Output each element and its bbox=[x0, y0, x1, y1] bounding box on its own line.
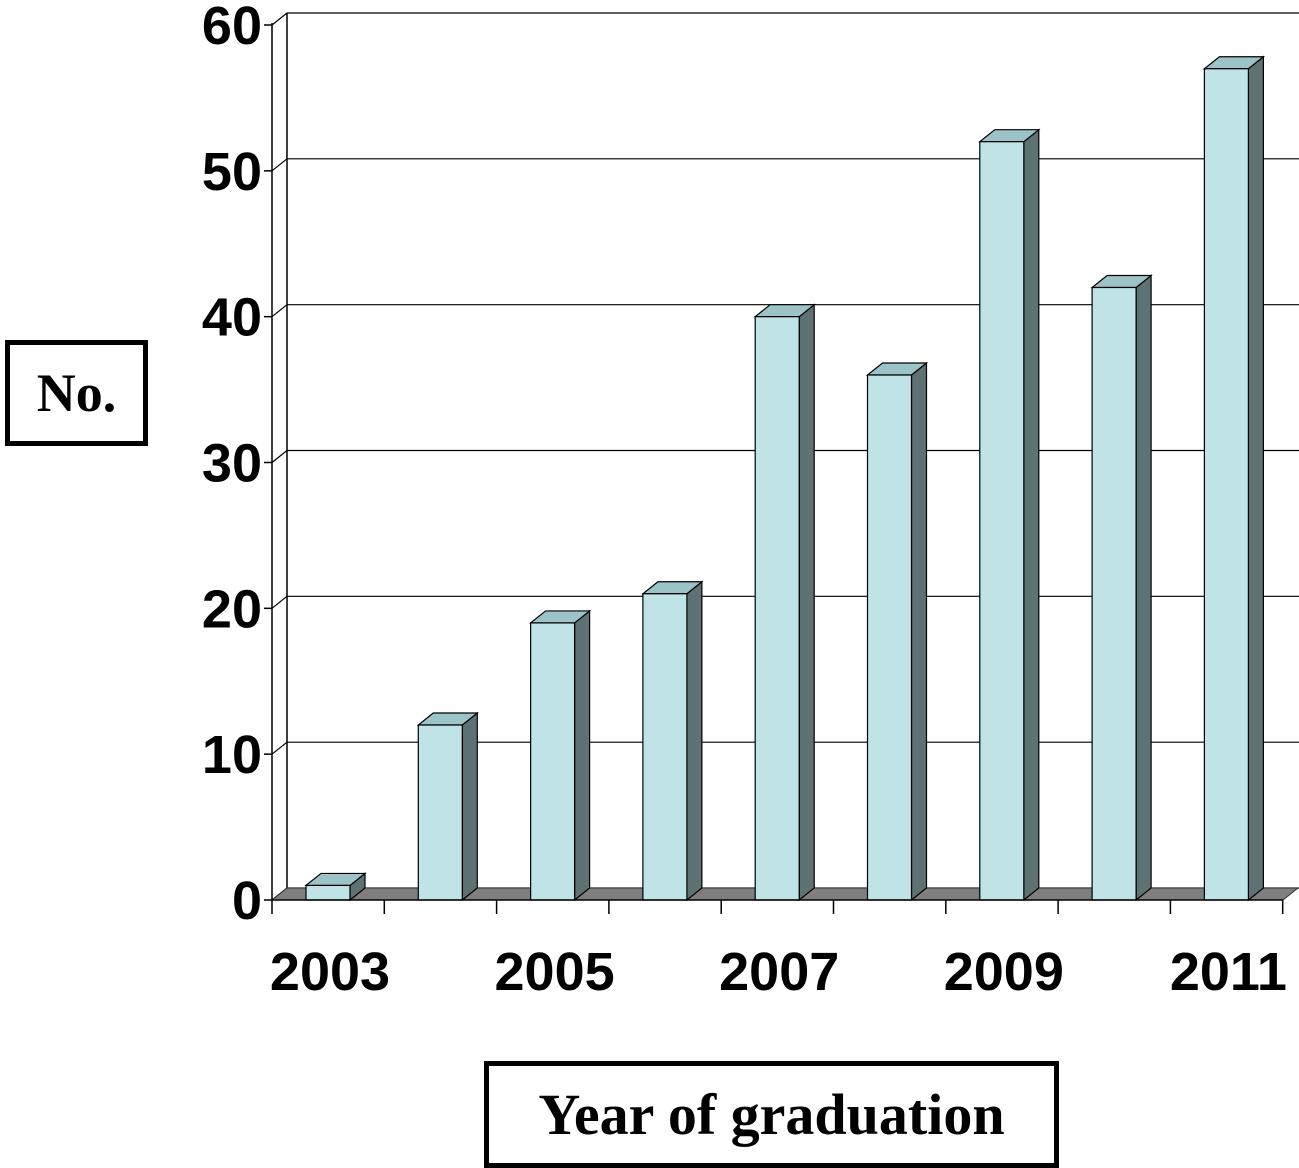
bar-front-2010 bbox=[1091, 286, 1137, 901]
bar-front-2004 bbox=[417, 724, 463, 901]
gridline-diag-50 bbox=[271, 158, 288, 172]
y-tick-label-30: 30 bbox=[202, 434, 262, 494]
chart-tick-labels: 0 10 20 30 40 50 60 2003 2005 2007 2009 2011 bbox=[202, 0, 1287, 1002]
bar-front-2005 bbox=[529, 622, 576, 901]
bar-side-2007 bbox=[798, 303, 815, 902]
bar-side-2004 bbox=[461, 711, 478, 902]
y-tick-label-0: 0 bbox=[232, 871, 262, 931]
bar-front-2003 bbox=[305, 884, 351, 901]
y-tick-label-10: 10 bbox=[202, 725, 262, 785]
bar-side-2010 bbox=[1135, 274, 1152, 902]
y-axis-label: No. bbox=[5, 340, 148, 446]
y-tick-label-40: 40 bbox=[202, 288, 262, 348]
x-tick-label-2009: 2009 bbox=[944, 942, 1064, 1002]
y-tick-label-60: 60 bbox=[202, 0, 262, 56]
bar-2011 bbox=[1202, 55, 1266, 902]
bar-side-2005 bbox=[573, 609, 591, 902]
bar-2007 bbox=[753, 303, 816, 902]
gridline-diag-40 bbox=[271, 304, 288, 318]
gridline-diag-60 bbox=[271, 12, 288, 26]
y-axis-label-text: No. bbox=[36, 363, 117, 423]
bar-2004 bbox=[416, 711, 480, 902]
bar-2005 bbox=[528, 609, 592, 902]
bar-front-2006 bbox=[642, 593, 688, 901]
bar-front-2007 bbox=[754, 316, 800, 901]
x-axis-label-text: Year of graduation bbox=[538, 1082, 1005, 1147]
bar-side-2006 bbox=[686, 580, 703, 902]
bar-front-2009 bbox=[979, 141, 1025, 901]
bar-2010 bbox=[1090, 274, 1153, 902]
bar-side-2009 bbox=[1023, 128, 1040, 902]
chart-axes bbox=[264, 23, 1284, 914]
y-tick-label-50: 50 bbox=[202, 142, 262, 202]
bar-2003 bbox=[304, 872, 367, 902]
bar-front-2011 bbox=[1203, 68, 1250, 901]
x-tick-label-2007: 2007 bbox=[719, 942, 839, 1002]
bar-side-2008 bbox=[910, 361, 928, 902]
bar-front-2008 bbox=[866, 374, 913, 901]
gridline-diag-20 bbox=[271, 595, 288, 609]
bar-side-2011 bbox=[1247, 55, 1265, 902]
chart-bars bbox=[304, 55, 1266, 902]
bar-2008 bbox=[865, 361, 929, 902]
x-tick-label-2011: 2011 bbox=[1170, 942, 1287, 1002]
bar-2009 bbox=[978, 128, 1041, 902]
y-tick-label-20: 20 bbox=[202, 579, 262, 639]
x-axis-label: Year of graduation bbox=[484, 1061, 1059, 1168]
gridline-diag-10 bbox=[271, 741, 288, 755]
gridline-diag-30 bbox=[271, 450, 288, 463]
bar-2006 bbox=[641, 580, 704, 902]
x-tick-label-2003: 2003 bbox=[270, 942, 390, 1002]
x-tick-label-2005: 2005 bbox=[495, 942, 615, 1002]
